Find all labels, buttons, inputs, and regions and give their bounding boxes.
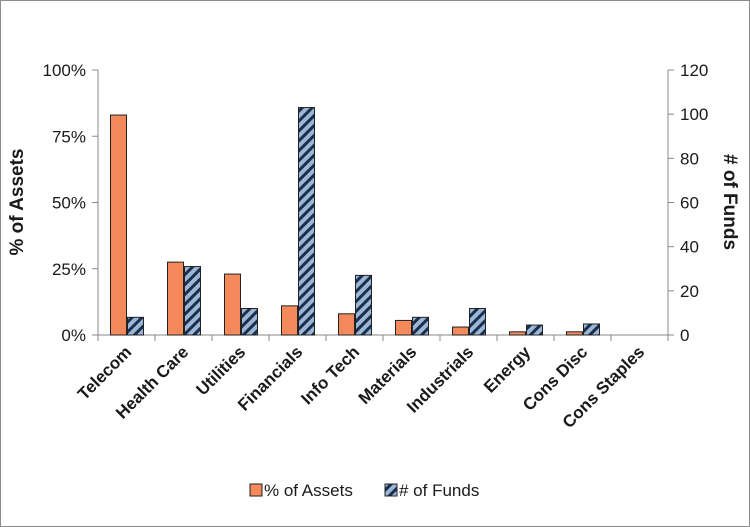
bar-funds <box>412 316 429 336</box>
y2-tick-label: 20 <box>680 282 699 301</box>
legend: % of Assets # of Funds <box>249 481 479 500</box>
bar-funds <box>583 323 600 336</box>
y2-tick-label: 100 <box>680 105 708 124</box>
y2-tick-label: 40 <box>680 238 699 257</box>
bar-funds <box>355 274 372 336</box>
bar-assets <box>509 331 526 336</box>
bar-assets <box>395 319 412 336</box>
bar-funds <box>241 308 258 336</box>
y-tick-label: 25% <box>52 260 86 279</box>
x-tick-label: Utilities <box>192 342 249 399</box>
y-tick-label: 75% <box>52 127 86 146</box>
x-tick-label: Info Tech <box>297 342 363 408</box>
bar-assets <box>167 261 184 336</box>
y-tick-label: 100% <box>43 61 86 80</box>
bar-funds <box>298 107 315 336</box>
bar-funds <box>469 308 486 336</box>
y2-tick-label: 80 <box>680 149 699 168</box>
labels: 0%25%50%75%100%020406080100120TelecomHea… <box>43 61 709 432</box>
legend-label-funds: # of Funds <box>399 481 479 500</box>
bars <box>110 107 600 336</box>
y2-tick-label: 120 <box>680 61 708 80</box>
bar-assets <box>110 114 127 336</box>
bar-funds <box>127 316 144 336</box>
y2-tick-label: 0 <box>680 326 689 345</box>
bar-assets <box>281 305 298 336</box>
y-axis-title: % of Assets <box>7 149 28 256</box>
bar-assets <box>224 273 241 336</box>
y2-tick-label: 60 <box>680 194 699 213</box>
x-tick-label: Energy <box>480 342 535 397</box>
bar-funds <box>526 324 543 336</box>
legend-label-assets: % of Assets <box>264 481 353 500</box>
bar-funds <box>184 266 201 336</box>
y-tick-label: 0% <box>61 326 86 345</box>
legend-swatch-funds <box>384 483 398 497</box>
bar-assets <box>566 331 583 336</box>
bar-assets <box>452 326 469 336</box>
legend-swatch-assets <box>249 483 263 497</box>
bar-assets <box>338 313 355 336</box>
y2-axis-title: # of Funds <box>719 154 740 250</box>
y-tick-label: 50% <box>52 194 86 213</box>
